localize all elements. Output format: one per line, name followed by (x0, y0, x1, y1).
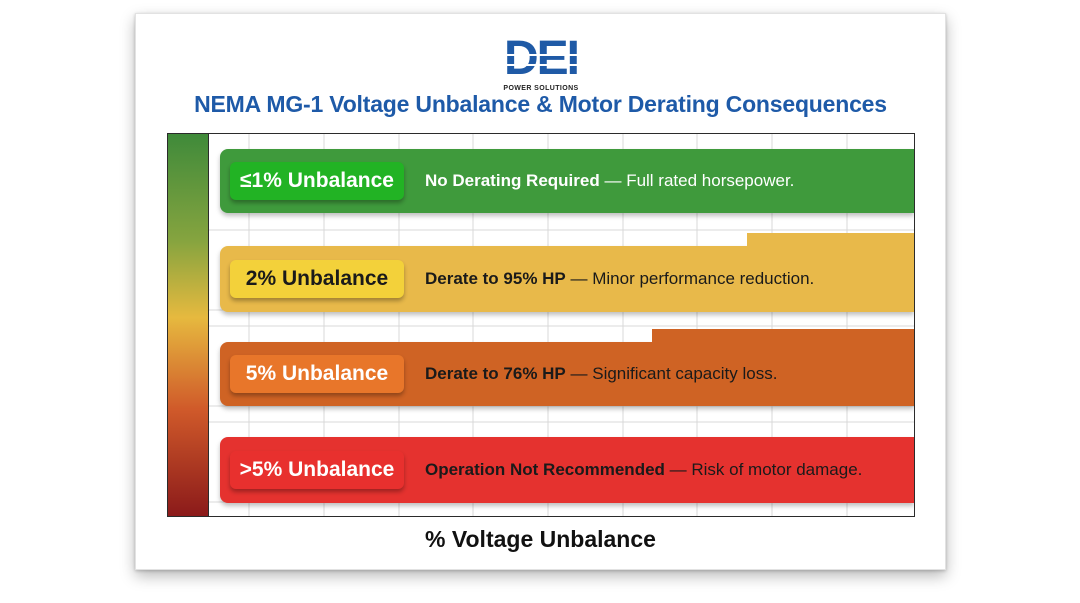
chart-card: DEI POWER SOLUTIONS NEMA MG-1 Voltage Un… (135, 13, 946, 570)
chart-title: NEMA MG-1 Voltage Unbalance & Motor Dera… (194, 91, 887, 117)
category-label: 2% Unbalance (230, 260, 404, 298)
category-label: 5% Unbalance (230, 355, 404, 393)
annotation-text: — Minor performance reduction. (565, 269, 815, 288)
bar-value-marker (746, 233, 914, 247)
annotation-text: — Full rated horsepower. (599, 171, 795, 190)
x-axis-label: % Voltage Unbalance (425, 526, 656, 552)
severity-gradient-bar (168, 134, 209, 516)
category-label: ≤1% Unbalance (230, 162, 404, 200)
bar-4: >5% Unbalance Operation Not Recommended —… (220, 437, 914, 503)
logo-mark: DEI (503, 32, 580, 85)
annotation-text: — Significant capacity loss. (565, 364, 778, 383)
bar-annotation: Derate to 95% HP — Minor performance red… (425, 246, 814, 312)
bar-3: 5% Unbalance Derate to 76% HP — Significa… (220, 329, 914, 406)
bar-annotation: Operation Not Recommended — Risk of moto… (425, 437, 862, 503)
bar-annotation: Derate to 76% HP — Significant capacity … (425, 342, 777, 406)
logo-stripe (501, 64, 581, 66)
logo-subtitle: POWER SOLUTIONS (503, 85, 579, 92)
dei-logo: DEI POWER SOLUTIONS (499, 32, 583, 96)
bar-1: ≤1% Unbalance No Derating Required — Full… (220, 149, 914, 213)
annotation-strong: Operation Not Recommended (425, 460, 665, 479)
bar-value-marker (651, 329, 914, 343)
category-label: >5% Unbalance (230, 451, 404, 489)
annotation-strong: Derate to 95% HP (425, 269, 566, 288)
logo-stripe (501, 54, 581, 56)
bar-2: 2% Unbalance Derate to 95% HP — Minor per… (220, 233, 914, 312)
annotation-text: — Risk of motor damage. (664, 460, 863, 479)
plot-area: ≤1% Unbalance No Derating Required — Full… (167, 133, 915, 517)
annotation-strong: Derate to 76% HP (425, 364, 566, 383)
bar-annotation: No Derating Required — Full rated horsep… (425, 149, 794, 213)
annotation-strong: No Derating Required (425, 171, 600, 190)
